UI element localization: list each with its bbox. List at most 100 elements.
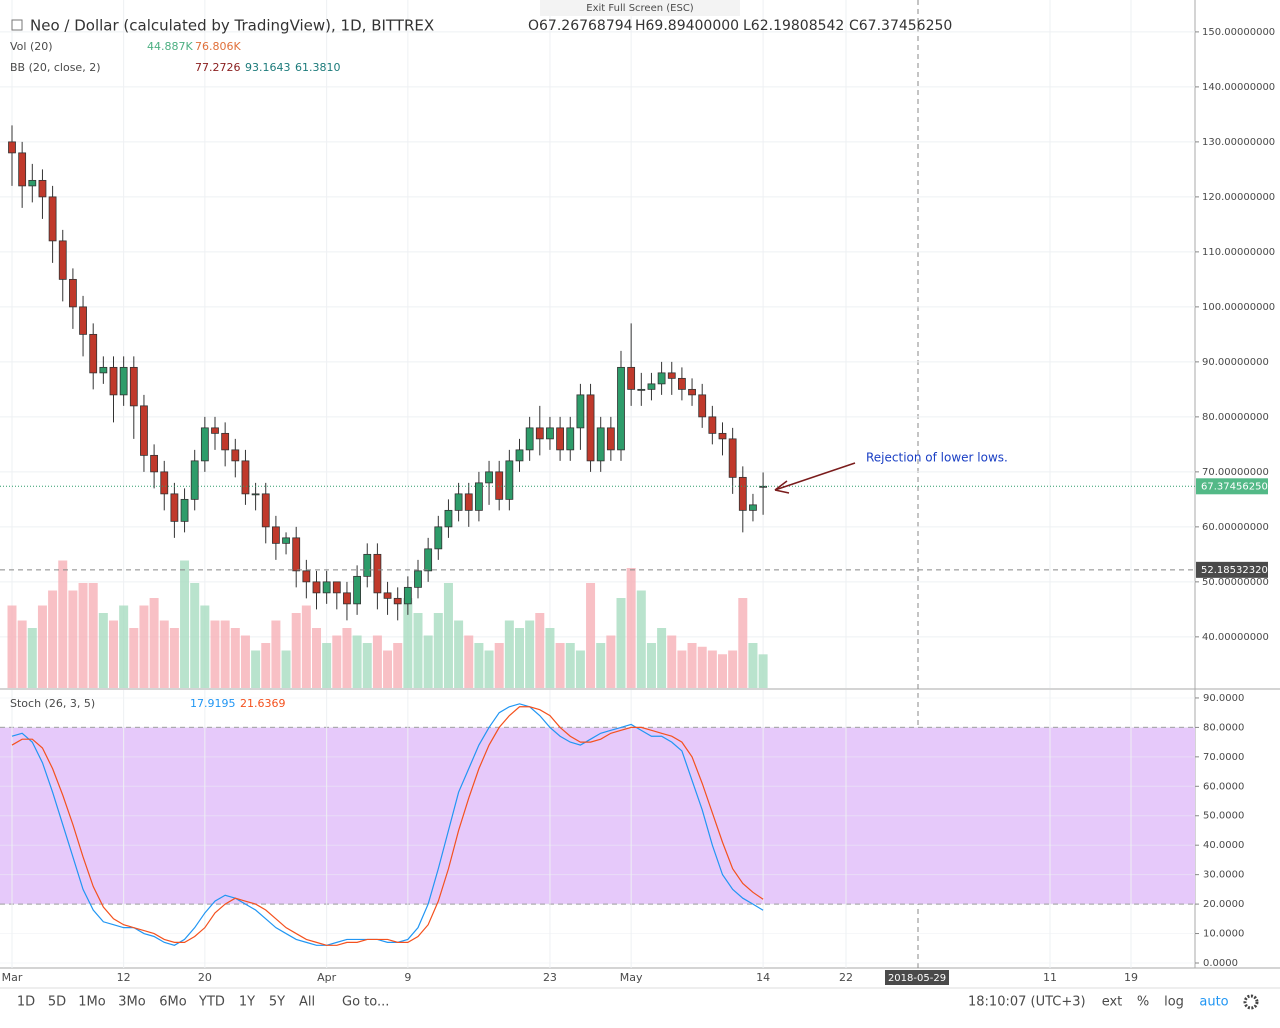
marks: 67.37456250 52.18532320 [0, 125, 1268, 946]
bb-low: 61.3810 [295, 61, 341, 74]
volume-bar [261, 643, 271, 688]
candle-body [738, 476, 747, 511]
crosshair-date: 2018-05-29 [888, 973, 946, 984]
x-tick-label: Apr [317, 971, 337, 984]
crosshair-label: 52.18532320 [1201, 565, 1268, 576]
y-tick-label: 100.00000000 [1202, 302, 1275, 313]
volume-bar [454, 620, 464, 688]
volume-bar [301, 605, 311, 688]
volume-bar [545, 628, 555, 688]
range-button[interactable]: YTD [198, 995, 225, 1010]
collapse-icon[interactable] [11, 19, 23, 31]
candle-body [28, 179, 37, 187]
candle-body [180, 498, 189, 522]
y-tick-label: 70.00000000 [1202, 467, 1269, 478]
legend-close: C67.37456250 [849, 18, 952, 34]
candle-body [271, 526, 280, 544]
candle-body [69, 278, 77, 308]
range-button[interactable]: 3Mo [118, 995, 145, 1010]
candle-body [556, 427, 564, 451]
volume-bar [159, 620, 169, 688]
candle-body [667, 372, 676, 379]
range-button[interactable]: 5D [48, 995, 66, 1010]
range-button[interactable]: 6Mo [159, 995, 186, 1010]
volume-bar [555, 643, 565, 688]
volume-bar [240, 635, 250, 688]
stoch-k: 17.9195 [190, 697, 236, 710]
volume-bar [575, 650, 585, 688]
volume-bar [139, 605, 149, 688]
candle-body [454, 493, 463, 511]
volume-bar [718, 654, 727, 688]
y-tick-label: 140.00000000 [1202, 82, 1275, 93]
settings-icon[interactable] [1243, 994, 1259, 1010]
range-button[interactable]: 5Y [269, 995, 285, 1010]
stoch-line [11, 703, 764, 946]
volume-bar [464, 635, 474, 688]
volume-bar [109, 620, 118, 688]
candle-body [434, 526, 443, 550]
candle-body [312, 581, 321, 594]
volume-bar [169, 628, 179, 688]
volume-bar [98, 613, 108, 688]
candle-body [200, 427, 209, 462]
exit-fullscreen[interactable]: Exit Full Screen (ESC) [586, 3, 694, 14]
option-button[interactable]: % [1137, 995, 1149, 1010]
exit-box[interactable] [540, 0, 740, 16]
volume-bar [738, 598, 748, 688]
volume-bar [626, 568, 636, 688]
candle-body [343, 592, 351, 605]
x-tick-label: 14 [756, 971, 770, 984]
range-button[interactable]: All [299, 995, 315, 1010]
x-tick-label: 12 [117, 971, 131, 984]
volume-bar [88, 583, 98, 688]
candle-body [393, 597, 402, 605]
candle-body [160, 471, 169, 495]
range-button[interactable]: 1D [17, 995, 35, 1010]
vol-ma: 76.806K [195, 40, 241, 53]
candle-body [495, 471, 504, 500]
volume-bar [636, 590, 646, 688]
goto-button[interactable]: Go to... [342, 995, 389, 1010]
candle-body [688, 388, 696, 396]
candle-body [546, 427, 554, 440]
candle-body [332, 581, 341, 594]
candle-body [566, 427, 575, 451]
x-tick-label: 23 [543, 971, 557, 984]
candle-body [617, 366, 625, 451]
option-button[interactable]: auto [1199, 995, 1228, 1010]
candle-body [678, 377, 686, 390]
last-price-label: 67.37456250 [1201, 481, 1268, 492]
candle-body [698, 394, 707, 418]
legend-high: H69.89400000 [635, 18, 739, 34]
volume-bar [423, 635, 433, 688]
option-button[interactable]: ext [1102, 995, 1123, 1010]
y-tick-label: 90.00000000 [1202, 357, 1269, 368]
y-tick-label: 90.0000 [1203, 693, 1244, 704]
candle-body [637, 388, 646, 391]
option-button[interactable]: log [1164, 995, 1184, 1010]
candle-body [18, 152, 27, 187]
volume-bar [697, 646, 707, 688]
candle-body [353, 575, 362, 605]
volume-bar [565, 643, 575, 688]
candle-body [221, 432, 230, 451]
candle-body [292, 537, 301, 572]
candle-body [749, 504, 757, 511]
candle-body [48, 196, 57, 242]
range-button[interactable]: 1Y [239, 995, 255, 1010]
candle-body [383, 592, 392, 599]
volume-bar [190, 583, 200, 688]
volume-bar [362, 643, 372, 688]
volume-bar [342, 628, 352, 688]
crosshair-date-box [885, 970, 949, 985]
clock: 18:10:07 (UTC+3) [968, 995, 1086, 1010]
volume-bar [281, 650, 291, 688]
volume-bar [596, 643, 606, 688]
x-tick-label: 22 [839, 971, 853, 984]
y-tick-label: 130.00000000 [1202, 137, 1275, 148]
range-button[interactable]: 1Mo [78, 995, 105, 1010]
annotation-arrow [774, 462, 856, 491]
y-tick-label: 10.0000 [1203, 929, 1244, 940]
stoch-d: 21.6369 [240, 697, 286, 710]
